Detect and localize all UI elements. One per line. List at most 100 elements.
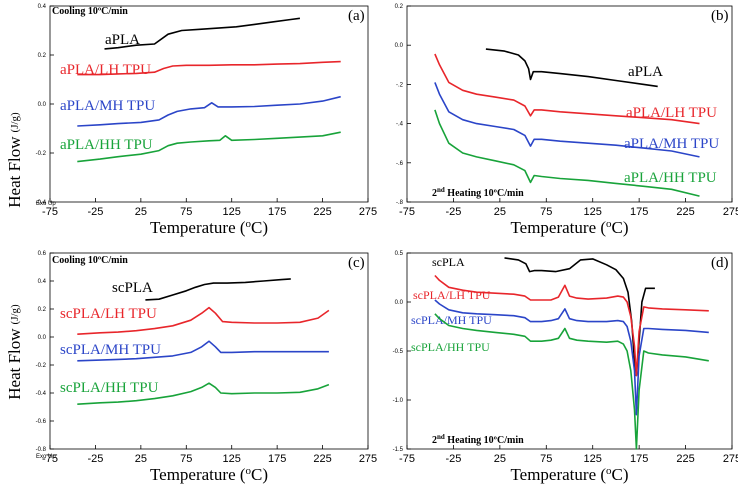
series-line-c-0 (145, 278, 291, 301)
y-tick-label-b: -.2 (396, 82, 404, 88)
series-label-b-3: aPLA/HH TPU (624, 170, 717, 186)
x-tick-label-b: 75 (540, 206, 552, 218)
x-tick-label-a: 275 (359, 206, 377, 218)
y-tick-label-b: -.8 (396, 200, 404, 206)
x-axis-label-d: Temperature (oC) (510, 465, 628, 484)
x-tick-label-a: -25 (87, 206, 103, 218)
y-tick-label-c: -0.6 (36, 419, 47, 425)
x-tick-label-c: -25 (87, 453, 103, 465)
series-line-d-1 (434, 274, 709, 377)
y-tick-label-c: 0.4 (38, 279, 47, 285)
x-tick-label-d: 25 (494, 453, 506, 465)
series-line-a-1 (77, 60, 341, 76)
plot-frame-c (49, 252, 369, 450)
x-tick-label-d: 225 (676, 453, 694, 465)
series-label-c-3: scPLA/HH TPU (60, 380, 159, 396)
series-label-c-0: scPLA (112, 280, 153, 296)
series-line-c-2 (77, 340, 329, 362)
series-line-d-2 (434, 299, 709, 416)
x-tick-label-c: 175 (268, 453, 286, 465)
series-label-a-2: aPLA/MH TPU (60, 98, 155, 114)
x-tick-label-c: 25 (135, 453, 147, 465)
exo-up-label-bottom: Exo Up (36, 454, 56, 460)
panel-label-d: (d) (711, 255, 729, 271)
series-line-b-2 (434, 82, 700, 158)
x-tick-label-d: -75 (399, 453, 415, 465)
series-label-a-3: aPLA/HH TPU (60, 137, 153, 153)
series-label-d-2: scPLA/MH TPU (411, 313, 492, 327)
x-axis-label-b: Temperature (oC) (510, 218, 628, 237)
series-label-b-2: aPLA/MH TPU (624, 136, 719, 152)
x-tick-label-b: 25 (494, 206, 506, 218)
y-label-unit-bottom: (J/g) (9, 304, 21, 325)
y-label-text-bottom: Heat Flow (5, 328, 24, 400)
series-label-b-1: aPLA/LH TPU (626, 105, 717, 121)
x-tick-label-b: 125 (584, 206, 602, 218)
y-tick-label-b: -.4 (396, 122, 404, 128)
y-tick-label-d: 0.5 (395, 251, 404, 257)
panel-title-a: Cooling 10ºC/min (52, 6, 128, 17)
series-label-c-1: scPLA/LH TPU (60, 306, 157, 322)
series-line-c-1 (77, 306, 330, 335)
y-tick-label-d: -1.0 (393, 398, 404, 404)
exo-up-label-top: Exo Up (36, 201, 56, 207)
panel-label-a: (a) (348, 8, 365, 24)
x-tick-label-b: -75 (399, 206, 415, 218)
y-tick-label-d: -1.5 (393, 447, 404, 453)
x-tick-label-c: 225 (313, 453, 331, 465)
x-tick-label-b: 175 (630, 206, 648, 218)
y-tick-label-c: -0.2 (36, 363, 47, 369)
y-axis-label-top: Heat Flow (J/g) (5, 112, 24, 208)
x-tick-label-b: 275 (723, 206, 738, 218)
panel-c: -75 -25 25 75 125 175 225 275 -0.8 -0.6 -0.4 -0.2 0.… (36, 251, 378, 484)
y-tick-label-b: 0.2 (395, 4, 404, 10)
x-tick-label-c: 275 (359, 453, 377, 465)
panel-title-c: Cooling 10ºC/min (52, 255, 128, 266)
y-tick-label-c: -0.8 (36, 447, 47, 453)
y-tick-label-a: 0.0 (38, 102, 47, 108)
y-tick-label-a: -0.4 (36, 200, 47, 206)
y-tick-label-c: 0.2 (38, 307, 47, 313)
panel-a: -75 -25 25 75 125 175 225 275 -0.4 -0.2 0.0 0.2 0.4 T… (36, 4, 378, 237)
x-axis-label-a: Temperature (oC) (150, 218, 268, 237)
x-tick-label-b: -25 (445, 206, 461, 218)
x-tick-label-c: 75 (180, 453, 192, 465)
series-label-d-0: scPLA (432, 255, 465, 269)
x-tick-label-c: -75 (42, 453, 58, 465)
series-label-d-1: scPLA/LH TPU (413, 288, 491, 302)
y-tick-label-c: 0.6 (38, 251, 47, 257)
panel-d: -75 -25 25 75 125 175 225 275 -1.5 -1.0 -0.5 0.0 0.5… (393, 251, 738, 484)
x-tick-label-a: -75 (42, 206, 58, 218)
plot-frame-b (406, 5, 733, 203)
x-tick-label-b: 225 (676, 206, 694, 218)
x-tick-label-a: 225 (313, 206, 331, 218)
y-tick-label-d: -0.5 (393, 349, 404, 355)
x-tick-label-d: 75 (540, 453, 552, 465)
y-tick-label-d: 0.0 (395, 300, 404, 306)
x-tick-label-d: -25 (445, 453, 461, 465)
y-label-unit-top: (J/g) (9, 112, 21, 133)
x-tick-label-a: 25 (135, 206, 147, 218)
y-tick-label-a: -0.2 (36, 151, 47, 157)
x-tick-label-a: 125 (223, 206, 241, 218)
x-tick-label-d: 275 (723, 453, 738, 465)
series-line-b-1 (434, 53, 700, 125)
y-axis-label-bottom: Heat Flow (J/g) (5, 304, 24, 400)
x-tick-label-c: 125 (223, 453, 241, 465)
y-tick-label-b: -.6 (396, 161, 404, 167)
series-label-c-2: scPLA/MH TPU (60, 342, 161, 358)
y-tick-label-a: 0.2 (38, 53, 47, 59)
panel-label-b: (b) (711, 8, 729, 24)
series-label-b-0: aPLA (628, 64, 663, 80)
y-tick-label-c: 0.0 (38, 335, 47, 341)
series-line-c-3 (77, 382, 330, 405)
series-label-a-1: aPLA/LH TPU (60, 62, 151, 78)
x-axis-label-c: Temperature (oC) (150, 465, 268, 484)
panel-b: -75 -25 25 75 125 175 225 275 -.8 -.6 -.4 -.2 0.0 0.2… (395, 4, 738, 237)
panel-title-d: 2nd Heating 10ºC/min (432, 433, 524, 446)
panel-title-b: 2nd Heating 10ºC/min (432, 186, 524, 199)
x-tick-label-d: 125 (584, 453, 602, 465)
y-tick-label-a: 0.4 (38, 4, 47, 10)
series-line-a-2 (77, 95, 341, 127)
